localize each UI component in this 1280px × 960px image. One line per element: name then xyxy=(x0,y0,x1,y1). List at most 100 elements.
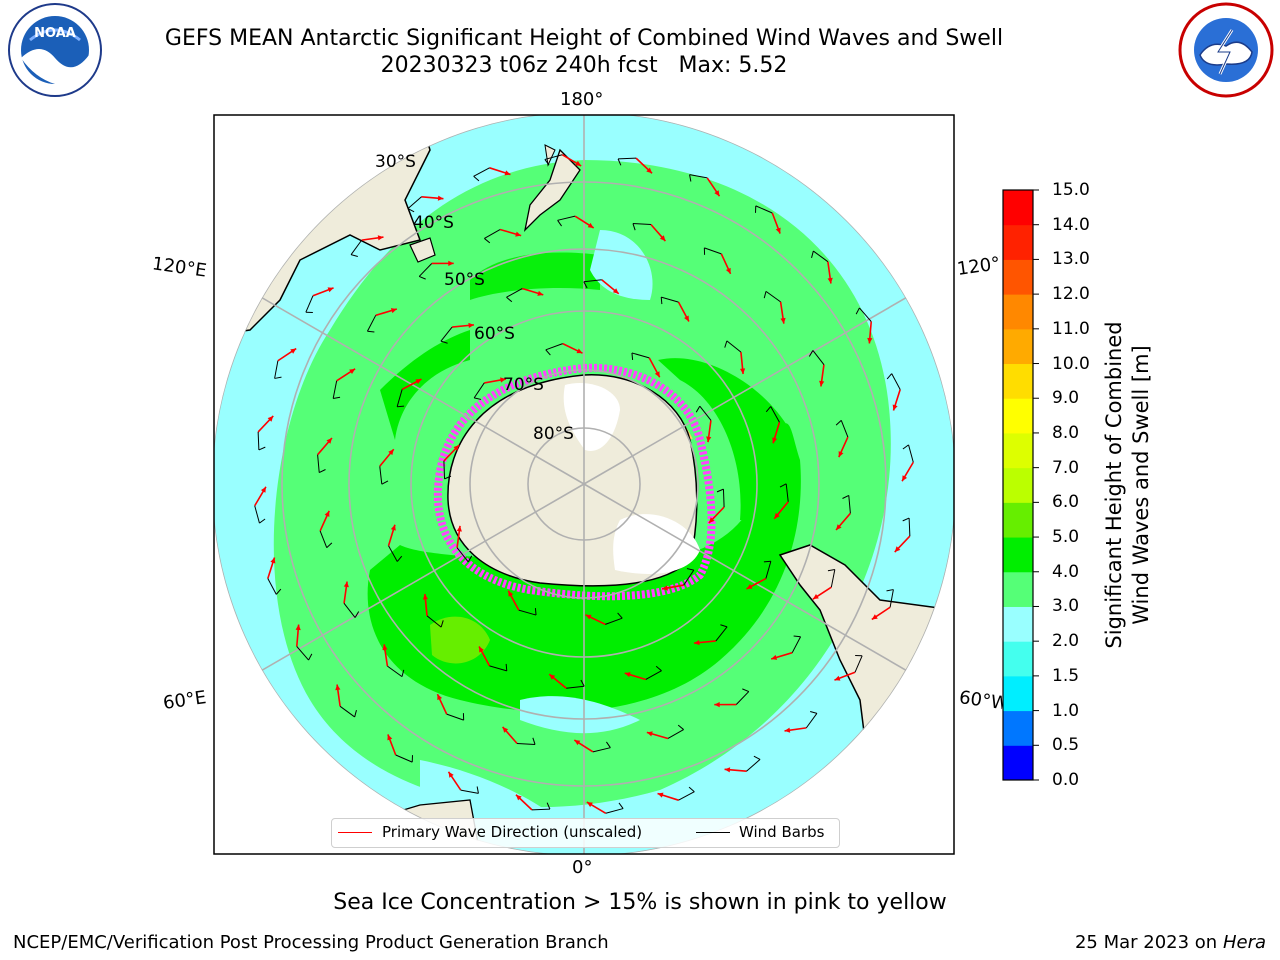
wave-direction-arrowhead xyxy=(867,337,873,344)
wind-barb xyxy=(840,420,849,438)
wind-barb xyxy=(645,670,662,680)
wind-barb-flag xyxy=(544,159,550,166)
wave-direction-arrowhead xyxy=(771,654,778,660)
wave-direction-arrowhead xyxy=(684,315,689,322)
wind-barb-flag xyxy=(580,679,585,687)
wind-barb-flag xyxy=(720,624,728,628)
wind-barb xyxy=(319,530,328,548)
colorbar-tick-label: 4.0 xyxy=(1052,561,1080,582)
wind-barb xyxy=(517,743,536,745)
wind-barb-flag xyxy=(473,175,480,182)
wave-direction-arrowhead xyxy=(646,731,653,737)
wave-direction-arrowhead xyxy=(343,581,349,588)
wave-direction-arrowhead xyxy=(772,437,778,444)
wave-direction-arrowhead xyxy=(326,437,332,444)
wave-direction-arrowhead xyxy=(327,287,334,293)
colorbar-tick-label: 0.0 xyxy=(1052,770,1080,790)
wave-direction-arrowhead xyxy=(437,195,444,201)
wave-direction-arrowhead xyxy=(576,348,583,354)
wave-direction-arrowhead xyxy=(448,771,454,778)
colorbar-bin xyxy=(1003,675,1033,712)
colorbar-bin xyxy=(1003,294,1033,330)
colorbar-bin xyxy=(1003,467,1033,503)
wind-barb xyxy=(531,808,550,811)
wind-barb-flag xyxy=(677,724,684,730)
noaa-logo-text: NOAA xyxy=(34,26,76,41)
wave-direction-arrowhead xyxy=(654,371,660,378)
lat-label-40s: 40°S xyxy=(413,213,454,233)
wave-direction-arrowhead xyxy=(775,227,781,234)
map-frame xyxy=(213,114,955,855)
wave-direction-arrowhead xyxy=(437,694,443,701)
wind-barb xyxy=(544,154,563,160)
wind-barb-flag xyxy=(308,653,313,661)
wave-direction-arrowhead xyxy=(834,675,841,681)
footer-date-text: 25 Mar 2023 on xyxy=(1074,932,1218,953)
ross-ice-shelf xyxy=(563,382,620,451)
wind-barb xyxy=(683,569,695,586)
wind-barb-flag xyxy=(716,488,724,493)
wave-direction-arrowhead xyxy=(836,524,842,531)
wind-barb xyxy=(726,340,742,353)
wind-barb xyxy=(770,406,780,423)
colorbar-bin xyxy=(1003,328,1033,365)
wind-barb xyxy=(678,791,695,801)
wind-barb-flag xyxy=(688,786,695,793)
wave-direction-arrowhead xyxy=(290,348,297,354)
wind-barb-flag xyxy=(811,250,814,258)
lat-label-70s: 70°S xyxy=(503,375,544,395)
wind-barb-flag xyxy=(467,555,473,563)
wind-barb xyxy=(566,685,585,689)
wind-barb xyxy=(699,405,712,421)
colorbar-bin xyxy=(1003,745,1033,781)
wave-direction-arrowhead xyxy=(500,377,506,383)
wind-barb-flag xyxy=(810,711,818,714)
colorbar-tick-label: 11.0 xyxy=(1052,318,1090,339)
wind-barb-flag xyxy=(689,174,692,182)
wave-direction-arrowhead xyxy=(894,546,901,553)
wind-barb-flag xyxy=(532,737,536,745)
wind-barb-flag xyxy=(632,223,636,231)
wind-barb xyxy=(473,382,485,399)
wind-barb-flag xyxy=(319,469,326,474)
wave-direction-arrowhead xyxy=(387,734,393,741)
wave-direction-arrowhead xyxy=(574,740,581,746)
colorbar-bin xyxy=(1003,190,1033,226)
lat-label-80s: 80°S xyxy=(533,424,574,444)
wind-barb-flag xyxy=(686,568,694,571)
wind-barb xyxy=(473,167,490,177)
wind-barb-flag xyxy=(419,275,426,280)
wind-barb xyxy=(506,288,523,298)
wind-barb xyxy=(830,569,836,588)
lon-label-0: 0° xyxy=(572,857,593,878)
wind-barb xyxy=(339,705,355,718)
wind-barb-flag xyxy=(484,238,491,244)
colorbar-bin xyxy=(1003,537,1033,573)
wind-barb-flag xyxy=(742,688,749,693)
wind-barb xyxy=(407,196,422,209)
wave-direction-arrowhead xyxy=(515,794,522,801)
wind-barb xyxy=(254,505,260,524)
wind-barb-flag xyxy=(902,444,909,450)
wind-barb xyxy=(395,754,413,763)
wind-barb-flag xyxy=(835,419,842,426)
colorbar-label: Significant Height of Combined Wind Wave… xyxy=(1101,321,1155,648)
wind-barb xyxy=(854,655,863,673)
wave-direction-arrowhead xyxy=(502,726,509,733)
wave-direction-arrowhead xyxy=(586,802,593,808)
wind-barb xyxy=(350,239,363,255)
wind-barb-flag xyxy=(617,612,623,619)
wave-direction-label: Primary Wave Direction (unscaled) xyxy=(382,823,643,841)
wave-direction-arrowhead xyxy=(349,368,356,374)
wind-barb xyxy=(332,380,338,399)
wind-barb xyxy=(379,466,383,485)
wind-barb-flag xyxy=(842,494,849,499)
wind-barb-flag xyxy=(326,542,333,549)
wind-barb xyxy=(805,713,818,729)
colorbar-bin xyxy=(1003,710,1033,746)
colorbar-tick-label: 12.0 xyxy=(1052,284,1090,305)
lat-label-60s: 60°S xyxy=(474,324,515,344)
tasmania xyxy=(409,237,436,263)
colorbar-tick-label: 8.0 xyxy=(1052,422,1080,443)
